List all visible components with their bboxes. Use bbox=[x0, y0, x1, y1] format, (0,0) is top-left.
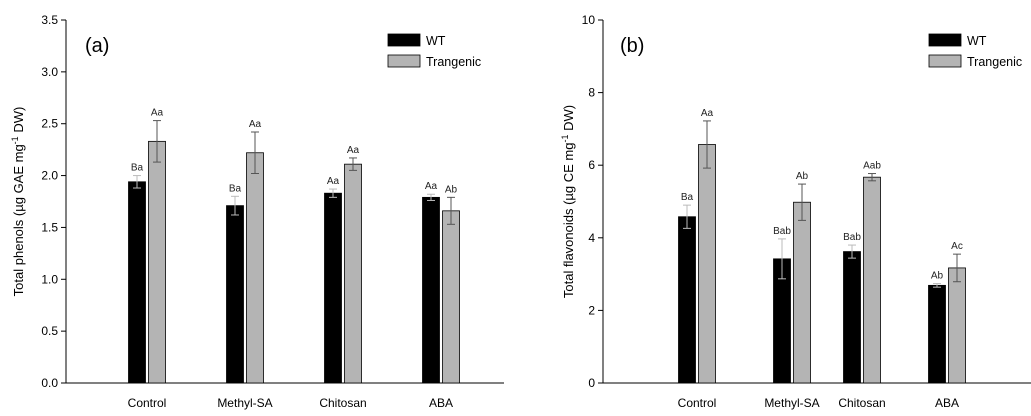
significance-letter: Bab bbox=[773, 226, 791, 237]
bar-trangenic bbox=[793, 201, 811, 384]
x-category-label: Chitosan bbox=[838, 396, 885, 410]
significance-letter: Ab bbox=[445, 184, 458, 195]
significance-letter: Aa bbox=[249, 119, 262, 130]
y-tick-label: 8 bbox=[588, 86, 595, 100]
chart-panel-b: 0 2 4 6 8 10 Control Methyl-SA Chitosan ABA Ba Bab B… bbox=[560, 13, 1031, 410]
legend-label: WT bbox=[426, 34, 446, 48]
bar-wt bbox=[678, 216, 696, 384]
y-tick-label: 0.0 bbox=[41, 376, 58, 390]
x-category-label: Control bbox=[128, 396, 167, 410]
y-tick-label: 2.0 bbox=[41, 169, 58, 183]
y-axis-title-superscript: -1 bbox=[560, 134, 570, 142]
y-axis-title-superscript: -1 bbox=[10, 136, 20, 144]
legend-swatch bbox=[928, 54, 962, 68]
y-tick-label: 2 bbox=[588, 303, 595, 317]
panel-label: (a) bbox=[85, 35, 109, 57]
y-tick-label: 1.5 bbox=[41, 220, 58, 234]
bar-wt bbox=[928, 284, 946, 384]
panel-label: (b) bbox=[620, 35, 644, 57]
legend-swatch bbox=[928, 33, 962, 47]
significance-letter: Aa bbox=[347, 145, 360, 156]
y-axis-title-part: DW) bbox=[11, 107, 26, 137]
significance-letter: Aa bbox=[701, 108, 714, 119]
bar-wt bbox=[843, 251, 861, 384]
y-tick-label: 6 bbox=[588, 158, 595, 172]
x-category-label: Methyl-SA bbox=[217, 396, 272, 410]
x-category-label: Chitosan bbox=[319, 396, 366, 410]
y-tick-label: 2.5 bbox=[41, 117, 58, 131]
y-tick-label: 3.0 bbox=[41, 65, 58, 79]
x-category-label: ABA bbox=[429, 396, 453, 410]
significance-letter: Ab bbox=[931, 271, 944, 282]
significance-letter: Aa bbox=[425, 181, 438, 192]
significance-letter: Aa bbox=[151, 108, 164, 119]
bar-trangenic bbox=[246, 152, 264, 384]
bar-wt bbox=[226, 205, 244, 384]
y-tick-label: 10 bbox=[582, 13, 596, 27]
chart-panel-a: 0.0 0.5 1.0 1.5 2.0 2.5 3.0 3.5 Control Methyl-SA… bbox=[10, 13, 504, 410]
y-tick-label: 0.5 bbox=[41, 324, 58, 338]
y-tick-label: 4 bbox=[588, 231, 595, 245]
y-axis-title-part: Total phenols (µg GAE mg bbox=[11, 144, 26, 296]
y-axis-title-part: Total flavonoids (µg CE mg bbox=[561, 143, 576, 299]
legend-swatch bbox=[387, 33, 421, 47]
y-axis-title: Total phenols (µg GAE mg-1 DW) bbox=[10, 107, 26, 297]
y-axis-title: Total flavonoids (µg CE mg-1 DW) bbox=[560, 105, 576, 298]
significance-letter: Ba bbox=[131, 163, 144, 174]
x-category-label: Methyl-SA bbox=[764, 396, 819, 410]
bar-trangenic bbox=[344, 163, 362, 384]
legend-swatch bbox=[387, 54, 421, 68]
y-tick-label: 0 bbox=[588, 376, 595, 390]
legend-label: Trangenic bbox=[426, 55, 481, 69]
bar-trangenic bbox=[698, 144, 716, 384]
significance-letter: Ac bbox=[951, 241, 963, 252]
y-tick-label: 1.0 bbox=[41, 272, 58, 286]
significance-letter: Aab bbox=[863, 161, 881, 172]
bar-wt bbox=[422, 196, 440, 384]
y-axis-title-part: DW) bbox=[561, 105, 576, 135]
x-category-label: Control bbox=[678, 396, 717, 410]
bar-trangenic bbox=[863, 176, 881, 384]
significance-letter: Ba bbox=[681, 192, 694, 203]
bar-trangenic bbox=[442, 210, 460, 384]
y-tick-label: 3.5 bbox=[41, 13, 58, 27]
x-category-label: ABA bbox=[935, 396, 959, 410]
bar-trangenic bbox=[148, 140, 166, 384]
bar-trangenic bbox=[948, 267, 966, 384]
significance-letter: Ba bbox=[229, 183, 242, 194]
significance-letter: Bab bbox=[843, 232, 861, 243]
legend-label: WT bbox=[967, 34, 987, 48]
bar-wt bbox=[324, 192, 342, 384]
bar-wt bbox=[128, 181, 146, 384]
significance-letter: Aa bbox=[327, 176, 340, 187]
significance-letter: Ab bbox=[796, 171, 809, 182]
legend-label: Trangenic bbox=[967, 55, 1022, 69]
